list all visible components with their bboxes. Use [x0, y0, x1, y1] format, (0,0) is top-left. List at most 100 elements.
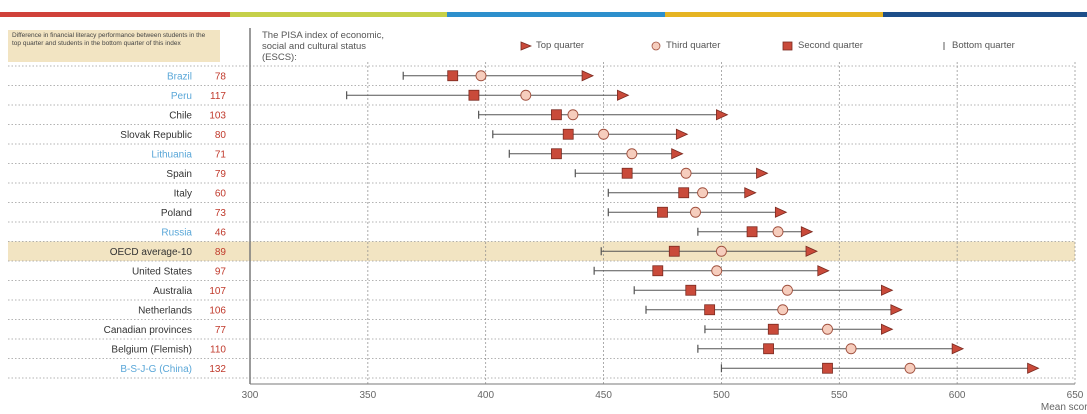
- top-quarter-marker: [951, 343, 965, 355]
- country-label: Chile: [169, 110, 192, 121]
- x-tick-label: 600: [949, 390, 966, 401]
- legend-second-quarter: Second quarter: [782, 40, 863, 51]
- difference-column-header: Difference in financial literacy perform…: [8, 30, 220, 62]
- legend-third-quarter-label: Third quarter: [666, 40, 721, 51]
- third-quarter-marker: [781, 284, 793, 296]
- country-label: Russia: [161, 227, 192, 238]
- legend-second-quarter-label: Second quarter: [798, 40, 863, 51]
- top-bar-segment: [665, 12, 883, 17]
- second-quarter-marker: [746, 226, 758, 238]
- top-quarter-marker: [1027, 362, 1040, 374]
- second-quarter-marker: [685, 284, 697, 296]
- difference-value: 103: [209, 110, 226, 121]
- difference-value: 78: [215, 71, 227, 82]
- x-tick-label: 350: [360, 390, 377, 401]
- difference-value: 46: [215, 227, 227, 238]
- difference-value: 89: [215, 247, 227, 258]
- top-quarter-marker: [881, 323, 894, 335]
- top-bar-segment: [0, 12, 230, 17]
- third-quarter-marker: [777, 304, 789, 316]
- top-quarter-marker: [581, 70, 595, 82]
- difference-value: 73: [215, 208, 227, 219]
- top-quarter-marker: [671, 148, 684, 160]
- third-quarter-marker: [904, 362, 916, 374]
- bar-marker-icon: [943, 41, 945, 50]
- third-quarter-marker: [475, 70, 487, 82]
- highlight-row-band: [8, 241, 1075, 261]
- second-quarter-marker: [822, 362, 833, 374]
- third-quarter-marker: [626, 148, 638, 160]
- country-label: United States: [132, 266, 192, 277]
- legend-top-quarter: Top quarter: [520, 40, 584, 51]
- third-quarter-marker: [711, 265, 723, 277]
- second-quarter-marker: [678, 187, 690, 199]
- country-label: Italy: [174, 188, 192, 199]
- third-quarter-marker: [845, 343, 857, 355]
- difference-value: 117: [210, 91, 226, 102]
- x-tick-label: 650: [1067, 390, 1084, 401]
- top-quarter-marker: [817, 265, 830, 277]
- difference-value: 106: [209, 305, 226, 316]
- third-quarter-marker: [598, 128, 610, 140]
- second-quarter-marker: [621, 167, 633, 179]
- country-label: Belgium (Flemish): [111, 344, 192, 355]
- top-quarter-marker: [881, 284, 894, 296]
- country-label: Canadian provinces: [104, 325, 192, 336]
- top-quarter-marker: [805, 245, 818, 257]
- second-quarter-marker: [562, 128, 574, 140]
- top-quarter-marker: [774, 206, 788, 218]
- difference-value: 77: [215, 325, 227, 336]
- difference-value: 71: [215, 149, 227, 160]
- top-color-bar: [0, 12, 1087, 17]
- x-axis-label: Mean score: [1041, 402, 1087, 413]
- second-quarter-marker: [468, 89, 480, 101]
- country-label: Brazil: [167, 71, 192, 82]
- second-quarter-marker: [447, 70, 459, 82]
- top-quarter-marker: [675, 128, 689, 140]
- x-tick-label: 450: [595, 390, 612, 401]
- country-label: OECD average-10: [110, 247, 193, 258]
- second-quarter-marker: [551, 109, 562, 121]
- square-marker-icon: [782, 41, 793, 50]
- third-quarter-marker: [567, 109, 579, 121]
- country-label: B-S-J-G (China): [120, 364, 192, 375]
- third-quarter-marker: [680, 167, 692, 179]
- top-quarter-marker: [800, 226, 814, 238]
- top-quarter-marker: [744, 187, 757, 199]
- legend-third-quarter: Third quarter: [650, 40, 720, 51]
- difference-value: 79: [215, 169, 227, 180]
- country-label: Poland: [161, 208, 192, 219]
- second-quarter-marker: [668, 245, 680, 257]
- legend-top-quarter-label: Top quarter: [536, 40, 585, 51]
- third-quarter-marker: [520, 89, 532, 101]
- country-label: Netherlands: [138, 305, 192, 316]
- difference-value: 60: [215, 188, 227, 199]
- top-quarter-marker: [890, 304, 903, 316]
- x-tick-label: 500: [713, 390, 730, 401]
- legend-bottom-quarter: Bottom quarter: [940, 40, 1015, 51]
- country-label: Slovak Republic: [120, 130, 192, 141]
- top-quarter-marker: [716, 109, 729, 121]
- second-quarter-marker: [704, 304, 716, 316]
- country-label: Peru: [171, 91, 192, 102]
- difference-value: 80: [215, 130, 227, 141]
- second-quarter-marker: [652, 265, 664, 277]
- third-quarter-marker: [697, 187, 709, 199]
- top-bar-segment: [447, 12, 665, 17]
- third-quarter-marker: [690, 206, 701, 218]
- difference-value: 110: [210, 344, 226, 355]
- legend-title: The PISA index of economic, social and c…: [262, 30, 384, 63]
- third-quarter-marker: [822, 323, 833, 335]
- x-tick-label: 550: [831, 390, 848, 401]
- second-quarter-marker: [767, 323, 779, 335]
- third-quarter-marker: [772, 226, 784, 238]
- circle-marker-icon: [651, 41, 661, 50]
- third-quarter-marker: [715, 245, 727, 257]
- legend-bottom-quarter-label: Bottom quarter: [952, 40, 1015, 51]
- country-label: Spain: [166, 169, 192, 180]
- country-label: Lithuania: [151, 149, 192, 160]
- top-quarter-marker: [756, 167, 769, 179]
- triangle-marker-icon: [520, 40, 532, 51]
- top-bar-segment: [883, 12, 1087, 17]
